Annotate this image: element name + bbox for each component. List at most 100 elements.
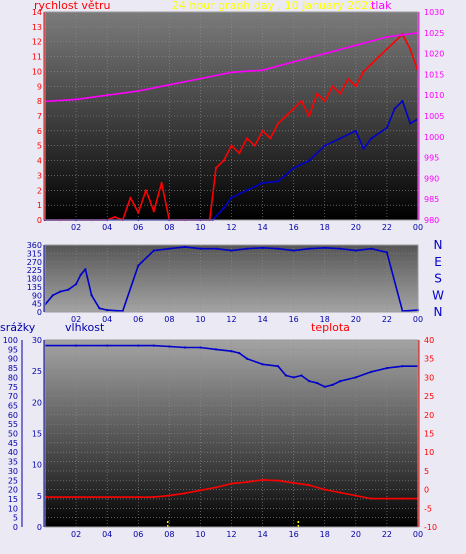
left-tick-label: 65 [8, 401, 18, 410]
left-tick-label: 90 [32, 291, 42, 300]
x-tick-label: 10 [195, 530, 205, 539]
data-point [245, 189, 249, 192]
data-point [106, 496, 109, 499]
data-point [370, 137, 373, 140]
x-tick-label: 00 [413, 530, 423, 539]
data-point [339, 491, 342, 494]
x-tick-label: 12 [226, 315, 236, 324]
x-tick-label: 00 [413, 315, 423, 324]
right-tick-label: 30 [424, 373, 434, 382]
data-point [269, 137, 272, 140]
data-point [230, 144, 233, 147]
data-point [308, 380, 311, 383]
left-tick-label: 80 [8, 373, 18, 382]
data-point [137, 264, 140, 267]
data-point [245, 247, 249, 250]
left-tick-label: 10 [8, 504, 18, 513]
data-point [261, 129, 264, 132]
data-point [354, 249, 357, 252]
data-point [370, 370, 373, 373]
wind-axis-title: rychlost větru [34, 0, 110, 12]
data-point [323, 52, 326, 55]
series-line-1 [45, 479, 418, 500]
left-tick-label: 1 [37, 201, 42, 210]
data-point [292, 376, 295, 379]
right-tick-label: 35 [424, 355, 434, 364]
data-point [277, 247, 280, 250]
data-point [214, 348, 218, 351]
data-point [385, 367, 388, 370]
left-tick-label: 45 [8, 439, 18, 448]
data-point [137, 496, 140, 499]
data-point [113, 215, 116, 219]
right-tick-label: 1010 [424, 91, 444, 100]
left-tick-label: 15 [8, 495, 18, 504]
data-point [230, 71, 233, 74]
data-point [339, 92, 342, 95]
data-point [292, 60, 295, 64]
data-point [284, 374, 287, 377]
right-tick-label: 1030 [424, 8, 444, 17]
data-point [230, 350, 233, 353]
right-tick-label: W [432, 288, 444, 302]
x-tick-label: 20 [351, 223, 361, 232]
data-point [277, 365, 280, 368]
right-tick-label: 1005 [424, 112, 444, 121]
data-point [168, 345, 171, 348]
data-point [308, 114, 311, 118]
x-tick-label: 08 [164, 530, 174, 539]
data-point [409, 48, 412, 51]
data-point [90, 294, 93, 297]
data-point [385, 251, 388, 254]
left-tick-label: 180 [27, 275, 42, 284]
left-tick-label: 315 [27, 249, 42, 258]
data-point [300, 100, 303, 103]
data-point [168, 494, 171, 497]
left-tick-label: 360 [27, 241, 42, 250]
x-tick-label: 02 [71, 315, 81, 324]
right-tick-label: 980 [424, 216, 439, 225]
data-point [354, 376, 357, 379]
data-point [98, 307, 101, 310]
left-tick-label: 8 [37, 97, 42, 106]
right-tick-label: -5 [424, 504, 432, 513]
data-point [261, 363, 264, 366]
data-point [300, 374, 303, 377]
left-tick-label: 40 [8, 448, 18, 457]
data-point [323, 385, 326, 388]
data-point [385, 126, 388, 129]
right-tick-label: 1025 [424, 29, 444, 38]
left-tick-label: 135 [27, 283, 42, 292]
data-point [401, 100, 404, 103]
left-tick-label: 12 [32, 38, 42, 47]
data-point [315, 381, 319, 385]
data-point [347, 77, 350, 80]
right-tick-label: -10 [424, 523, 437, 532]
right-tick-label: 1020 [424, 50, 444, 59]
data-point [323, 100, 326, 103]
x-tick-label: 12 [226, 223, 236, 232]
data-point [230, 249, 233, 252]
data-point [385, 497, 388, 500]
x-tick-label: 16 [289, 315, 299, 324]
right-tick-label: E [434, 255, 442, 269]
right-tick-label: 25 [424, 392, 434, 401]
data-point [277, 479, 280, 482]
right-tick-label: 995 [424, 154, 439, 163]
left-tick-label: 5 [37, 142, 42, 151]
right-tick-label: 20 [424, 411, 434, 420]
data-point [79, 273, 82, 276]
data-point [183, 346, 186, 349]
data-point [67, 288, 70, 291]
data-point [370, 247, 373, 250]
x-tick-label: 18 [320, 315, 330, 324]
data-point [323, 488, 326, 491]
x-tick-label: 12 [226, 530, 236, 539]
data-point [292, 166, 295, 170]
data-point [385, 35, 388, 39]
x-tick-label: 16 [289, 223, 299, 232]
series-line-0 [44, 246, 419, 312]
left-tick-label: 95 [8, 345, 18, 354]
